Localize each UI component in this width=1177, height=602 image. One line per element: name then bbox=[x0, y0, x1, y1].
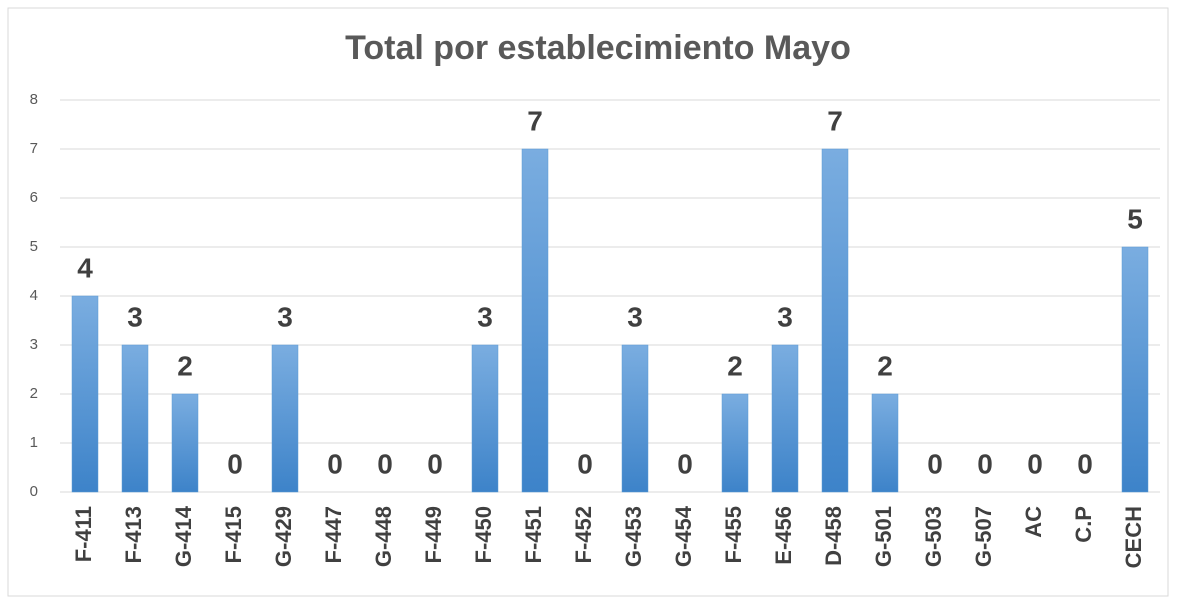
x-tick-label: G-501 bbox=[871, 506, 896, 567]
x-tick-label: F-449 bbox=[421, 506, 446, 563]
data-label: 5 bbox=[1127, 203, 1143, 234]
y-tick-label: 1 bbox=[30, 434, 38, 451]
data-label: 0 bbox=[977, 448, 993, 479]
x-tick-label: CECH bbox=[1121, 506, 1146, 568]
bar bbox=[171, 393, 199, 493]
x-tick-label: F-455 bbox=[721, 506, 746, 563]
x-tick-label: D-458 bbox=[821, 506, 846, 566]
y-tick-label: 5 bbox=[30, 238, 38, 255]
x-tick-label: F-451 bbox=[521, 506, 546, 563]
x-tick-label: G-448 bbox=[371, 506, 396, 567]
bar bbox=[71, 295, 99, 493]
data-label: 2 bbox=[177, 350, 193, 381]
data-label: 0 bbox=[577, 448, 593, 479]
x-tick-label: G-507 bbox=[971, 506, 996, 567]
x-tick-label: C.P bbox=[1071, 506, 1096, 543]
data-label: 3 bbox=[477, 301, 493, 332]
data-label: 3 bbox=[127, 301, 143, 332]
bar bbox=[871, 393, 899, 493]
y-tick-label: 4 bbox=[30, 287, 38, 304]
data-label: 0 bbox=[227, 448, 243, 479]
y-tick-label: 2 bbox=[30, 385, 38, 402]
chart-border bbox=[7, 7, 1169, 597]
data-label: 2 bbox=[727, 350, 743, 381]
data-label: 2 bbox=[877, 350, 893, 381]
data-label: 0 bbox=[677, 448, 693, 479]
bar bbox=[771, 344, 799, 493]
bar bbox=[271, 344, 299, 493]
x-tick-label: F-411 bbox=[71, 506, 96, 562]
x-tick-label: F-452 bbox=[571, 506, 596, 563]
x-tick-label: G-454 bbox=[671, 505, 696, 567]
x-tick-label: F-415 bbox=[221, 506, 246, 563]
data-label: 0 bbox=[427, 448, 443, 479]
data-label: 7 bbox=[527, 105, 543, 136]
bar bbox=[821, 148, 849, 493]
data-label: 0 bbox=[327, 448, 343, 479]
bar bbox=[721, 393, 749, 493]
bar bbox=[521, 148, 549, 493]
x-tick-label: G-503 bbox=[921, 506, 946, 567]
data-label: 7 bbox=[827, 105, 843, 136]
x-tick-label: E-456 bbox=[771, 506, 796, 565]
y-tick-label: 0 bbox=[30, 483, 38, 500]
x-tick-label: G-429 bbox=[271, 506, 296, 567]
data-label: 3 bbox=[627, 301, 643, 332]
y-tick-label: 8 bbox=[30, 91, 38, 108]
y-tick-label: 3 bbox=[30, 336, 38, 353]
bar bbox=[471, 344, 499, 493]
x-tick-label: G-453 bbox=[621, 506, 646, 567]
bar bbox=[1121, 246, 1149, 493]
y-tick-label: 6 bbox=[30, 189, 38, 206]
x-tick-label: F-447 bbox=[321, 506, 346, 563]
bar bbox=[121, 344, 149, 493]
bar bbox=[621, 344, 649, 493]
chart-title: Total por establecimiento Mayo bbox=[345, 29, 851, 67]
data-label: 0 bbox=[377, 448, 393, 479]
data-label: 4 bbox=[77, 252, 93, 283]
x-tick-label: F-450 bbox=[471, 506, 496, 563]
x-tick-label: F-413 bbox=[121, 506, 146, 563]
y-tick-label: 7 bbox=[30, 140, 38, 157]
data-label: 3 bbox=[277, 301, 293, 332]
x-tick-label: AC bbox=[1021, 506, 1046, 538]
data-label: 3 bbox=[777, 301, 793, 332]
data-label: 0 bbox=[927, 448, 943, 479]
data-label: 0 bbox=[1077, 448, 1093, 479]
x-tick-label: G-414 bbox=[171, 505, 196, 567]
data-label: 0 bbox=[1027, 448, 1043, 479]
